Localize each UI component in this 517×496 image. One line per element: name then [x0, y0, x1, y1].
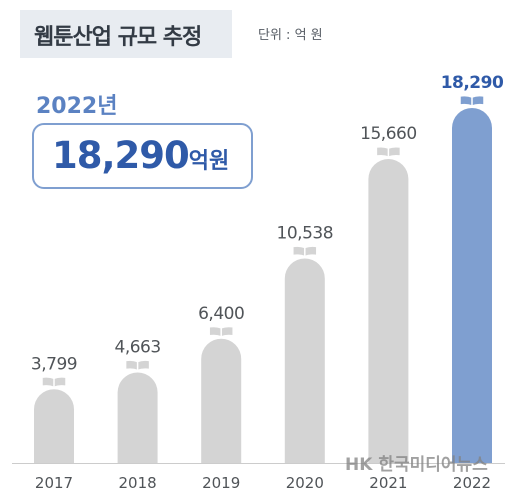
data-label-2020: 10,538: [277, 223, 333, 243]
highlight-year: 2022년: [36, 94, 118, 119]
unit-label: 단위 : 억 원: [258, 28, 323, 43]
open-book-icon: [459, 94, 485, 107]
highlight-value: 18,290억원: [52, 134, 229, 177]
highlight-number: 18,290: [52, 134, 190, 177]
data-label-2022: 18,290: [441, 73, 504, 93]
data-label-2017: 3,799: [31, 354, 77, 374]
open-book-icon: [124, 359, 151, 372]
title-box: 웹툰산업 규모 추정: [20, 10, 232, 58]
open-book-icon: [41, 376, 67, 389]
x-tick-label-2019: 2019: [202, 474, 240, 492]
open-book-icon: [292, 245, 318, 258]
x-tick-label-2020: 2020: [286, 474, 324, 492]
bar-2021: [368, 159, 409, 463]
data-label-2018: 4,663: [115, 337, 161, 357]
bar-2020: [284, 258, 325, 463]
bar-2019: [201, 338, 242, 463]
chart-title: 웹툰산업 규모 추정: [34, 25, 202, 50]
data-label-2019: 6,400: [198, 304, 244, 324]
data-label-2021: 15,660: [360, 124, 416, 144]
highlight-unit: 억원: [188, 149, 230, 174]
open-book-icon: [375, 145, 402, 158]
bar-2022: [452, 108, 492, 463]
x-tick-label-2018: 2018: [119, 474, 157, 492]
open-book-icon: [208, 325, 234, 338]
highlight-box: 18,290억원: [32, 123, 253, 189]
bar-2017: [34, 389, 74, 463]
x-tick-label-2022: 2022: [453, 474, 491, 492]
x-tick-label-2021: 2021: [369, 474, 407, 492]
bar-2018: [117, 372, 158, 463]
watermark-logo: HK 한국미디어뉴스: [345, 455, 488, 475]
x-tick-label-2017: 2017: [35, 474, 73, 492]
